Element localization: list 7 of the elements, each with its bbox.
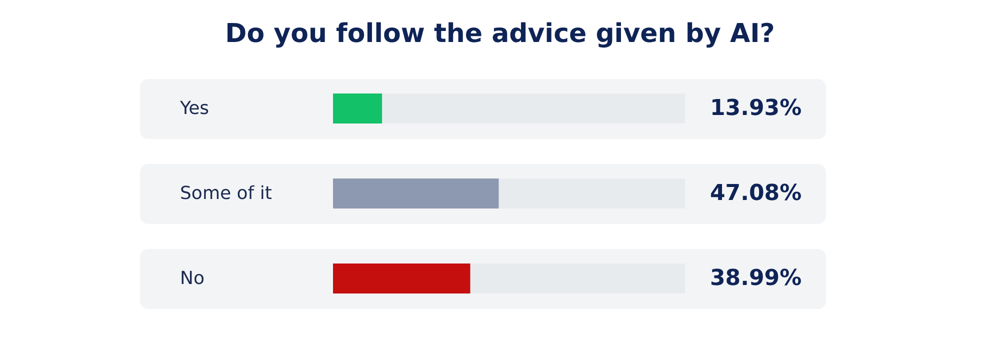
data-label: 13.93% xyxy=(710,96,802,121)
chart-title: Do you follow the advice given by AI? xyxy=(225,19,775,49)
y-tick-label: Some of it xyxy=(180,183,272,204)
y-tick-label: No xyxy=(180,268,204,289)
y-tick-label: Yes xyxy=(179,98,210,119)
data-label: 38.99% xyxy=(710,266,802,291)
data-label: 47.08% xyxy=(710,181,802,206)
